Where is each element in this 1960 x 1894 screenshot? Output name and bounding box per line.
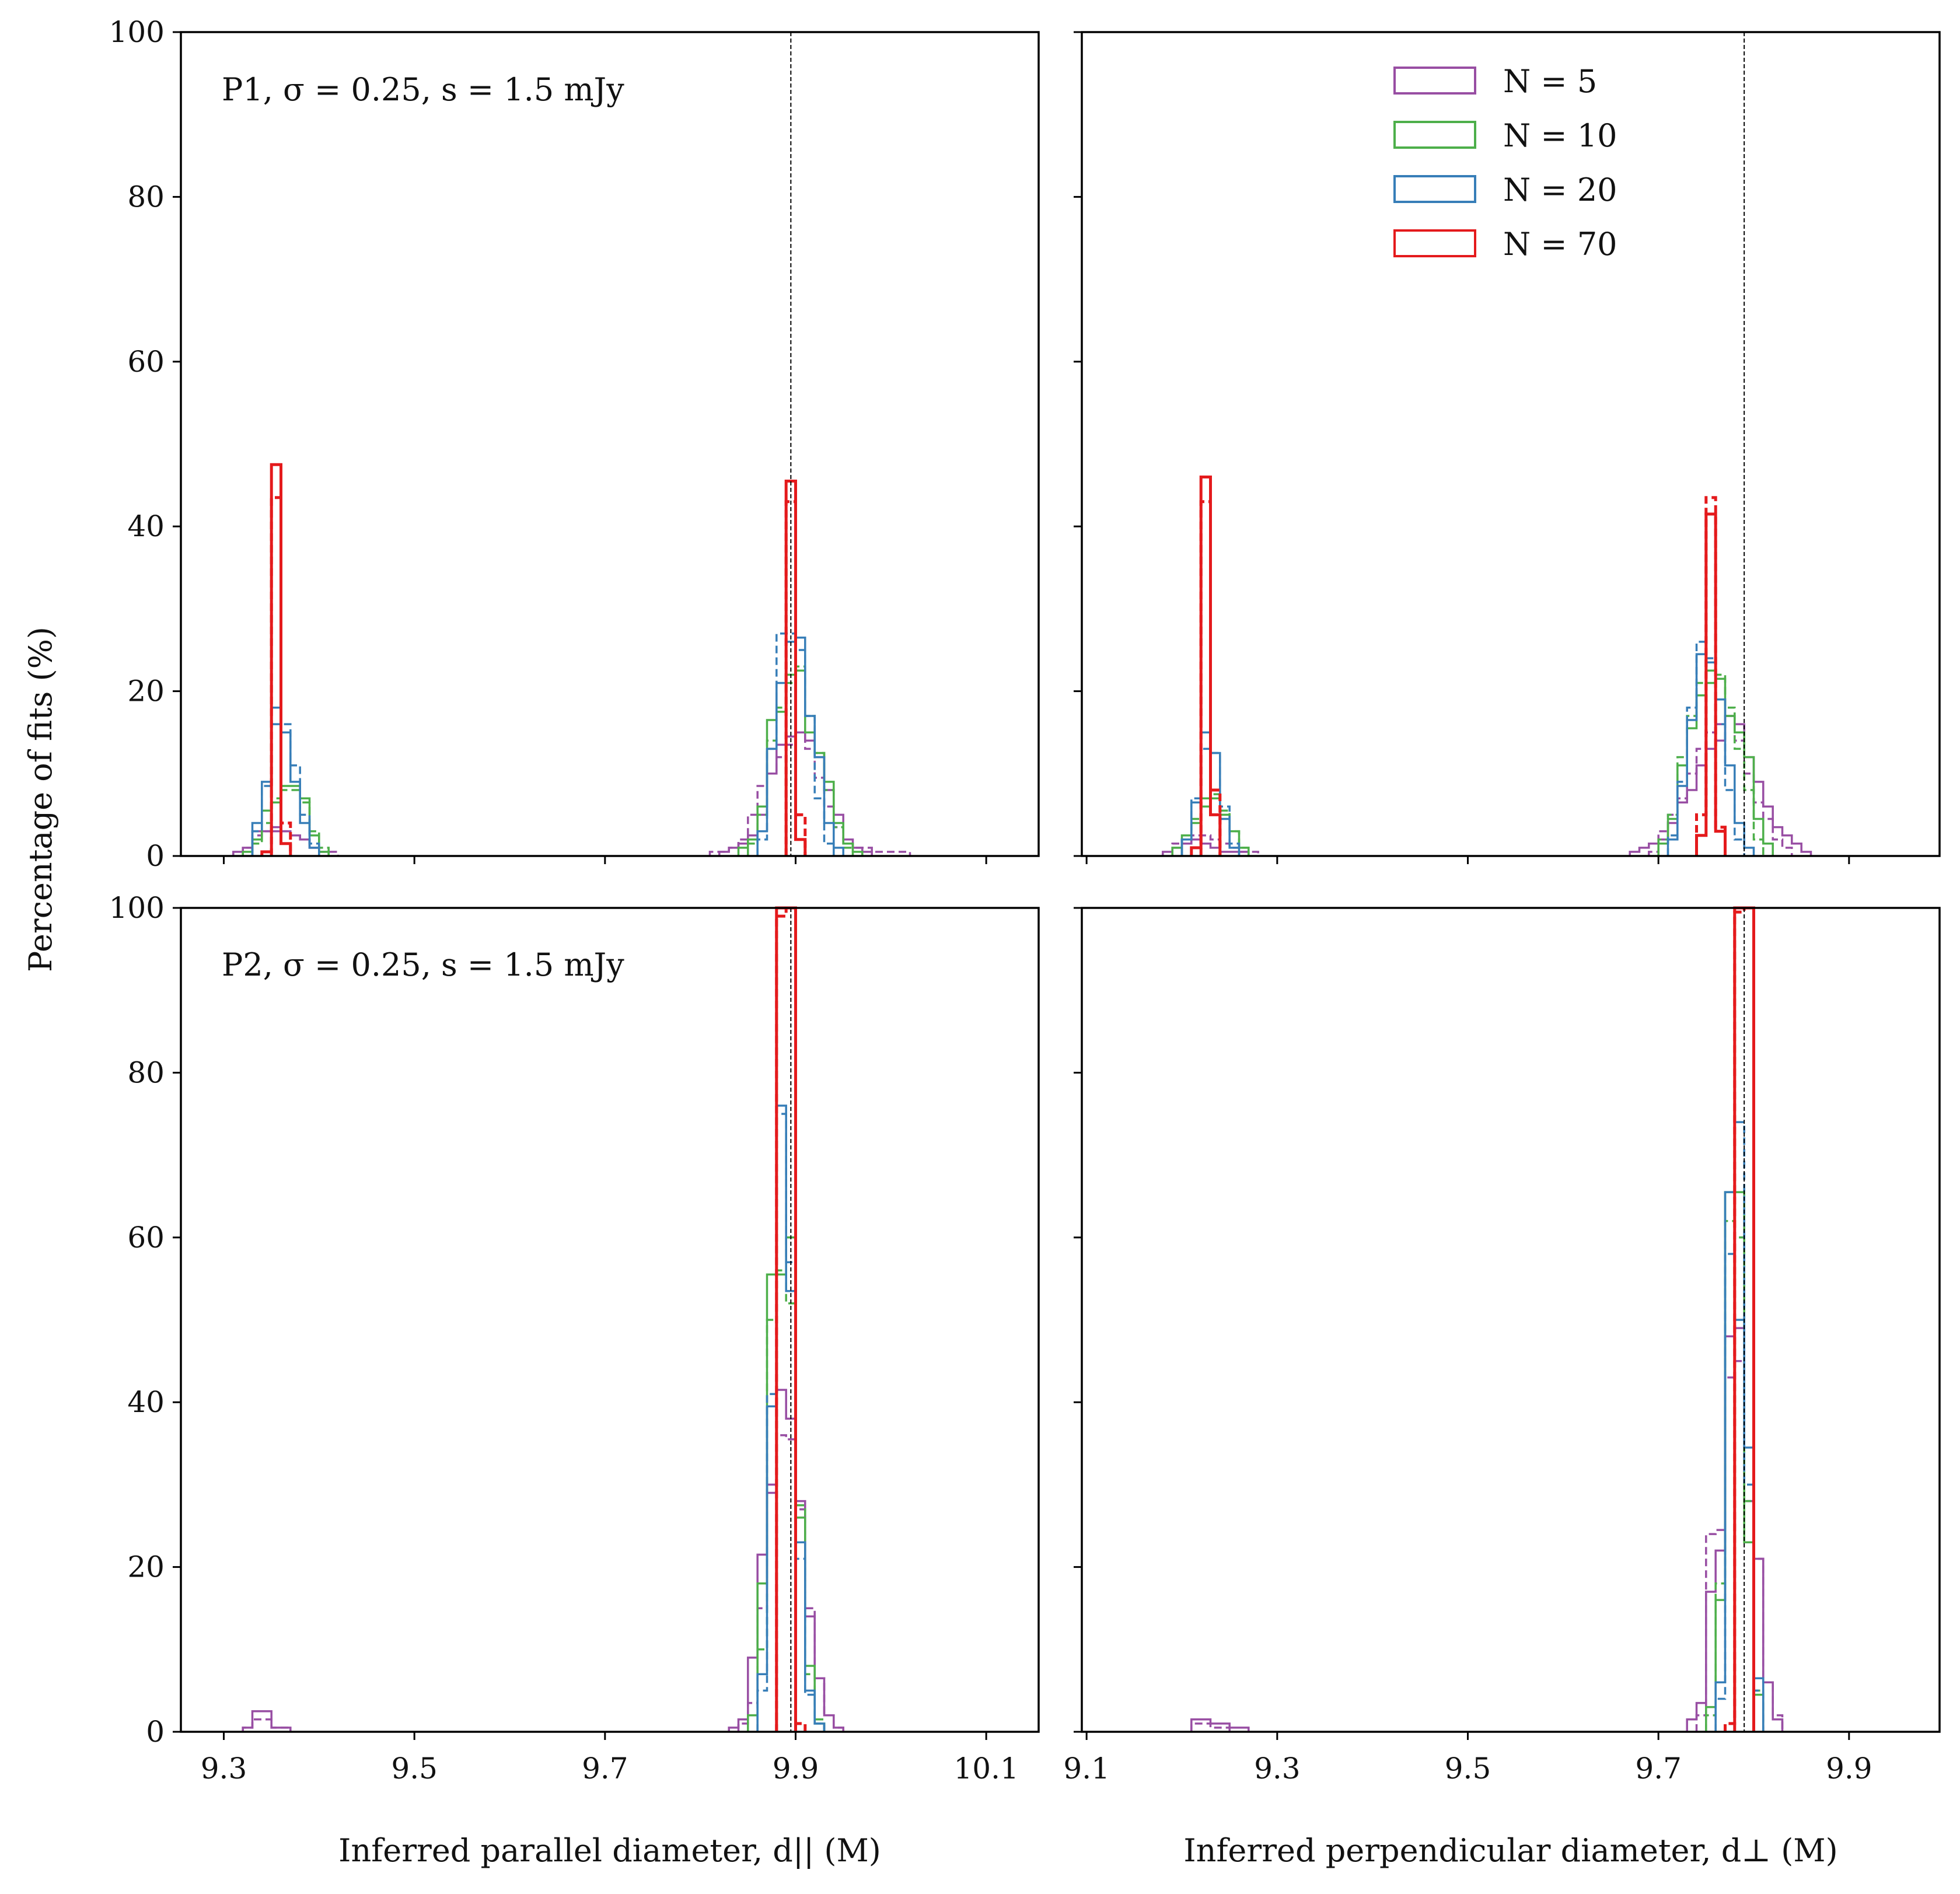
hist-series-n20-dashed <box>251 633 835 856</box>
hist-series-n70-solid <box>1190 476 1727 856</box>
x-tick-label: 9.3 <box>201 1752 247 1785</box>
x-tick-label: 9.7 <box>582 1752 628 1785</box>
hist-series-n20-solid <box>1714 1191 1765 1732</box>
hist-series-n70-dashed <box>1724 906 1755 1732</box>
panel-annotation: P2, σ = 0.25, s = 1.5 mJy <box>222 946 624 983</box>
y-tick-label: 0 <box>146 839 165 873</box>
axis-ticks: 0 20 40 60 80 100 <box>109 15 987 873</box>
legend-swatch-n70 <box>1393 229 1476 257</box>
panel-top-right <box>1074 31 1941 864</box>
x-tick-label: 9.9 <box>773 1752 819 1785</box>
axis-ticks: 9.1 9.3 9.5 9.7 9.9 <box>1063 907 1872 1785</box>
x-tick-label: 10.1 <box>954 1752 1019 1785</box>
y-tick-label: 0 <box>146 1715 165 1749</box>
panel-bottom-left: 9.3 9.5 9.7 9.9 10.1 0 20 40 60 80 100 P2, σ = 0.2… <box>109 891 1040 1869</box>
legend-swatch-n10 <box>1393 121 1476 149</box>
x-tick-label: 9.5 <box>1445 1752 1491 1785</box>
histogram-bars <box>1190 906 1784 1732</box>
x-axis-title: Inferred parallel diameter, d|| (M) <box>338 1832 881 1869</box>
x-tick-label: 9.5 <box>391 1752 438 1785</box>
axes-frame <box>1081 31 1941 857</box>
axes-frame <box>1081 907 1941 1733</box>
legend: N = 5 N = 10 N = 20 N = 70 <box>1393 63 1617 263</box>
y-tick-label: 80 <box>127 1056 165 1089</box>
axes-frame <box>180 907 1040 1733</box>
y-tick-label: 60 <box>127 345 165 379</box>
histogram-bars <box>1162 476 1812 856</box>
y-tick-label: 100 <box>109 15 165 49</box>
legend-swatch-n20 <box>1393 175 1476 203</box>
hist-series-n5-dashed <box>1190 1360 1784 1732</box>
panel-top-left: 0 20 40 60 80 100 P1, σ = 0.25, s = 1.5 mJy <box>109 15 1040 873</box>
axes-frame <box>180 31 1040 857</box>
hist-series-n5-dashed <box>242 1434 844 1732</box>
y-tick-label: 100 <box>109 891 165 925</box>
hist-series-n70-dashed <box>270 496 807 856</box>
y-tick-label: 40 <box>127 509 165 543</box>
y-tick-label: 20 <box>127 1550 165 1584</box>
legend-label-n70: N = 70 <box>1503 226 1617 263</box>
y-axis-title: Percentage of fits (%) <box>22 627 59 972</box>
y-tick-label: 20 <box>127 675 165 708</box>
x-tick-label: 9.3 <box>1254 1752 1301 1785</box>
panel-bottom-right: 9.1 9.3 9.5 9.7 9.9 Inferred perpendicular d… <box>1063 906 1941 1869</box>
legend-label-n20: N = 20 <box>1503 172 1617 208</box>
y-tick-label: 80 <box>127 180 165 214</box>
x-tick-label: 9.1 <box>1063 1752 1110 1785</box>
axis-ticks: 9.3 9.5 9.7 9.9 10.1 0 20 40 60 80 100 <box>109 891 1019 1785</box>
hist-series-n70-dashed <box>1199 496 1727 856</box>
x-axis-title: Inferred perpendicular diameter, d⊥ (M) <box>1183 1832 1837 1869</box>
panel-annotation: P1, σ = 0.25, s = 1.5 mJy <box>222 71 624 108</box>
legend-label-n5: N = 5 <box>1503 63 1597 100</box>
axis-ticks <box>1074 31 1850 864</box>
legend-label-n10: N = 10 <box>1503 117 1617 154</box>
hist-series-n20-dashed <box>1714 1121 1765 1732</box>
x-tick-label: 9.9 <box>1826 1752 1872 1785</box>
y-tick-label: 60 <box>127 1221 165 1254</box>
hist-series-n70-dashed <box>775 906 807 1732</box>
histogram-bars <box>232 463 911 856</box>
y-tick-label: 40 <box>127 1385 165 1419</box>
x-tick-label: 9.7 <box>1635 1752 1682 1785</box>
legend-swatch-n5 <box>1393 67 1476 95</box>
